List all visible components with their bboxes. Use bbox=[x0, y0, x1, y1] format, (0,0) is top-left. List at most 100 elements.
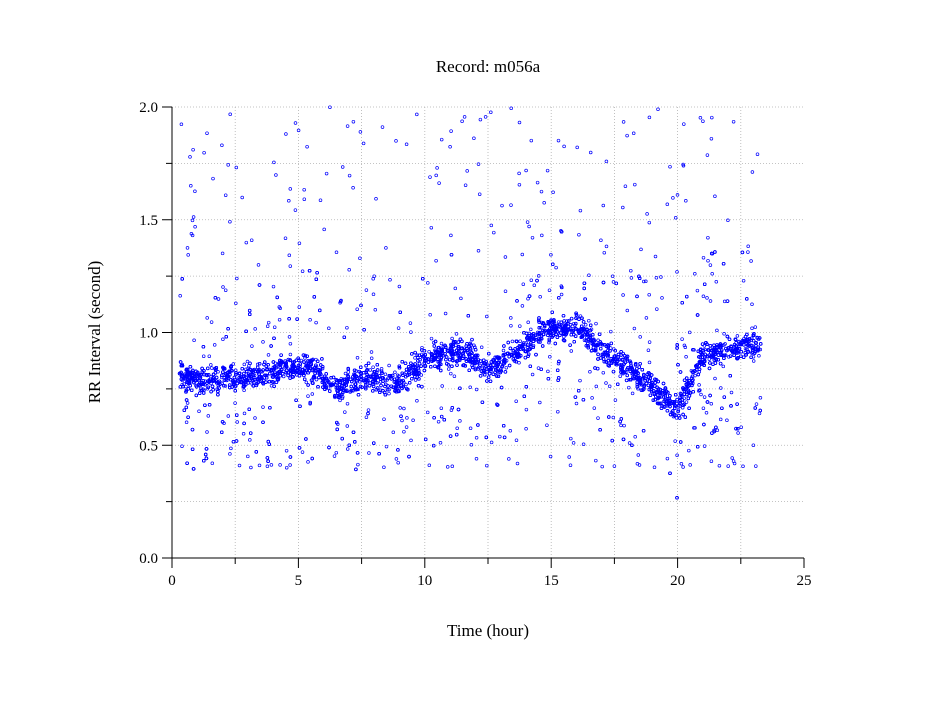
data-point bbox=[625, 379, 628, 382]
data-point bbox=[634, 435, 637, 438]
data-point bbox=[684, 416, 687, 419]
data-point bbox=[688, 407, 691, 410]
data-point bbox=[256, 366, 259, 369]
data-point bbox=[701, 343, 704, 346]
data-point bbox=[410, 353, 413, 356]
data-point bbox=[616, 383, 619, 386]
data-point bbox=[723, 396, 726, 399]
data-point bbox=[249, 432, 252, 435]
data-point bbox=[251, 345, 254, 348]
data-point bbox=[721, 407, 724, 410]
data-point bbox=[504, 371, 507, 374]
data-point bbox=[467, 314, 470, 317]
data-point bbox=[414, 379, 417, 382]
data-point bbox=[619, 375, 622, 378]
data-point bbox=[477, 424, 480, 427]
data-point bbox=[424, 438, 427, 441]
data-point bbox=[397, 461, 400, 464]
data-point bbox=[435, 259, 438, 262]
data-point bbox=[722, 365, 725, 368]
data-point bbox=[521, 305, 524, 308]
data-point bbox=[711, 272, 714, 275]
data-point bbox=[289, 353, 292, 356]
data-point bbox=[222, 338, 225, 341]
data-point bbox=[479, 375, 482, 378]
data-point bbox=[408, 381, 411, 384]
data-point bbox=[540, 368, 543, 371]
data-point bbox=[655, 308, 658, 311]
data-point bbox=[186, 462, 189, 465]
data-point bbox=[459, 387, 462, 390]
data-point bbox=[316, 271, 319, 274]
data-point bbox=[220, 431, 223, 434]
data-point bbox=[404, 362, 407, 365]
data-point bbox=[529, 328, 532, 331]
data-point bbox=[315, 358, 318, 361]
data-point bbox=[480, 346, 483, 349]
data-point bbox=[451, 337, 454, 340]
data-point bbox=[719, 418, 722, 421]
data-point bbox=[508, 364, 511, 367]
data-point bbox=[574, 396, 577, 399]
data-point bbox=[500, 386, 503, 389]
data-point bbox=[642, 429, 645, 432]
data-point bbox=[376, 363, 379, 366]
data-point bbox=[531, 236, 534, 239]
data-point bbox=[208, 403, 211, 406]
data-point bbox=[410, 377, 413, 380]
data-point bbox=[454, 287, 457, 290]
data-point bbox=[288, 317, 291, 320]
data-point bbox=[594, 367, 597, 370]
data-point bbox=[758, 412, 761, 415]
data-point bbox=[548, 341, 551, 344]
data-point bbox=[758, 354, 761, 357]
data-point bbox=[709, 362, 712, 365]
data-point bbox=[596, 367, 599, 370]
data-point bbox=[185, 385, 188, 388]
data-point bbox=[736, 335, 739, 338]
data-point bbox=[475, 388, 478, 391]
data-point bbox=[614, 399, 617, 402]
data-point bbox=[649, 394, 652, 397]
data-point bbox=[440, 342, 443, 345]
data-point bbox=[509, 429, 512, 432]
data-point bbox=[742, 356, 745, 359]
data-point bbox=[679, 371, 682, 374]
data-point bbox=[357, 463, 360, 466]
data-point bbox=[301, 451, 304, 454]
data-point bbox=[518, 361, 521, 364]
data-point bbox=[414, 357, 417, 360]
data-point bbox=[185, 406, 188, 409]
data-point bbox=[457, 408, 460, 411]
data-point bbox=[507, 341, 510, 344]
data-point bbox=[426, 282, 429, 285]
data-point bbox=[582, 398, 585, 401]
data-point bbox=[235, 414, 238, 417]
data-point bbox=[504, 290, 507, 293]
data-point bbox=[289, 456, 292, 459]
data-point bbox=[202, 345, 205, 348]
data-point bbox=[503, 436, 506, 439]
data-point bbox=[708, 358, 711, 361]
data-point bbox=[346, 448, 349, 451]
data-point bbox=[589, 324, 592, 327]
data-point bbox=[189, 365, 192, 368]
data-point bbox=[243, 389, 246, 392]
data-point bbox=[702, 256, 705, 259]
data-point bbox=[369, 382, 372, 385]
data-point bbox=[350, 385, 353, 388]
data-point bbox=[519, 340, 522, 343]
data-point bbox=[676, 347, 679, 350]
data-point bbox=[755, 403, 758, 406]
data-point bbox=[416, 399, 419, 402]
data-point bbox=[267, 354, 270, 357]
data-point bbox=[696, 445, 699, 448]
data-point bbox=[540, 234, 543, 237]
data-point bbox=[666, 409, 669, 412]
data-point bbox=[355, 468, 358, 471]
data-point bbox=[367, 409, 370, 412]
data-point bbox=[502, 424, 505, 427]
data-point bbox=[394, 371, 397, 374]
data-point bbox=[191, 428, 194, 431]
data-point bbox=[709, 344, 712, 347]
